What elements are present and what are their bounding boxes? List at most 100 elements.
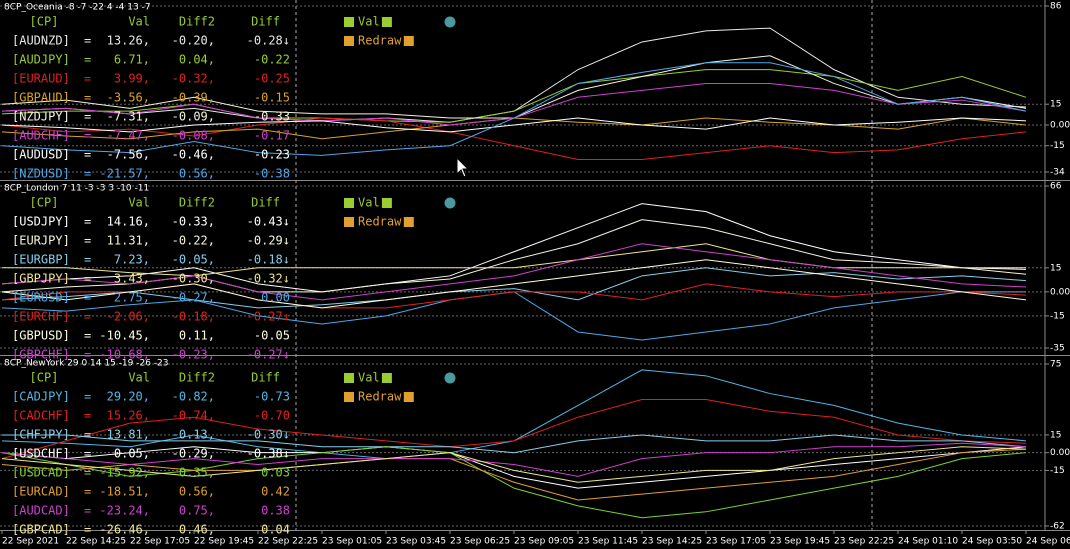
pair-cell: -0.27↓	[247, 348, 290, 362]
series-line	[1, 446, 1027, 489]
pair-cell: 14.16,	[107, 215, 150, 229]
pair-cell: -0.74,	[172, 409, 215, 423]
series-line	[1, 69, 1027, 123]
pair-cell: -0.70	[254, 409, 290, 423]
pair-cell: 0.04,	[179, 53, 215, 67]
button-icon[interactable]	[381, 373, 392, 383]
y-tick-label: -34	[1050, 168, 1065, 178]
pair-name: [AUDJPY]	[12, 53, 70, 67]
pair-name: [GBPJPY]	[12, 272, 70, 286]
column-header: Diff	[251, 15, 280, 29]
pair-cell: -0.23	[254, 148, 290, 162]
pair-cell: 0.46,	[179, 523, 215, 537]
pair-cell: =	[84, 348, 91, 362]
pair-cell: -0.18,	[172, 310, 215, 324]
pair-cell: 13.81,	[107, 428, 150, 442]
pair-name: [EURCHF]	[12, 310, 70, 324]
button-icon[interactable]	[403, 392, 414, 402]
pair-cell: -0.29↓	[247, 234, 290, 248]
column-header: Val	[128, 371, 150, 385]
button-icon[interactable]	[381, 198, 392, 208]
column-header: [CP]	[30, 196, 59, 210]
column-header: Diff	[251, 196, 280, 210]
button-icon[interactable]	[381, 17, 392, 27]
y-tick-label: 75	[1050, 360, 1061, 370]
x-tick-label: 24 Sep 01:10	[898, 537, 958, 547]
button[interactable]: Val	[358, 196, 380, 210]
series-line	[2, 434, 1027, 454]
column-header: Val	[128, 15, 150, 29]
y-tick-label: 0.00	[1050, 287, 1070, 297]
pair-name: [NZDJPY]	[12, 110, 70, 124]
series-line	[1, 446, 1027, 483]
button-icon[interactable]	[344, 198, 354, 208]
series-line	[1, 448, 1027, 501]
pair-name: [AUDNZD]	[12, 34, 70, 48]
pair-cell: -2.06,	[107, 310, 150, 324]
pair-cell: =	[84, 215, 91, 229]
pair-cell: -0.27,	[172, 291, 215, 305]
series-line	[2, 243, 1026, 277]
pair-name: [GBPCAD]	[12, 523, 70, 537]
pair-cell: -0.39,	[172, 91, 215, 105]
pair-cell: =	[84, 428, 91, 442]
button-icon[interactable]	[344, 392, 354, 402]
x-tick-label: 23 Sep 11:45	[578, 537, 638, 547]
toggle-button[interactable]	[444, 372, 456, 384]
pair-cell: -26.46,	[99, 523, 150, 537]
pair-cell: -0.09,	[172, 110, 215, 124]
button-icon[interactable]	[403, 217, 414, 227]
pair-cell: =	[84, 253, 91, 267]
button-icon[interactable]	[403, 36, 414, 46]
pair-cell: -0.18↓	[247, 253, 290, 267]
pair-name: [CADJPY]	[12, 390, 70, 404]
button[interactable]: Redraw	[358, 34, 402, 48]
button-icon[interactable]	[344, 217, 354, 227]
pair-name: [USDJPY]	[12, 215, 70, 229]
pair-cell: 3.99,	[114, 72, 150, 86]
button[interactable]: Val	[358, 371, 380, 385]
pair-cell: 3.43,	[114, 272, 150, 286]
toggle-button[interactable]	[444, 197, 456, 209]
pair-cell: -0.32↓	[247, 272, 290, 286]
series-line	[1, 62, 1027, 156]
pair-cell: 0.42	[261, 485, 290, 499]
pair-name: [EURJPY]	[12, 234, 70, 248]
pair-cell: -21.57,	[99, 167, 150, 181]
pair-cell: 0.38	[261, 504, 290, 518]
y-tick-label: 66	[1050, 182, 1062, 192]
toggle-button[interactable]	[444, 16, 456, 28]
pair-cell: -0.46,	[172, 148, 215, 162]
button-icon[interactable]	[344, 373, 354, 383]
x-tick-label: 22 Sep 14:25	[66, 537, 126, 547]
column-header: Diff	[251, 371, 280, 385]
pair-cell: =	[84, 485, 91, 499]
column-header: Diff2	[179, 196, 215, 210]
series-line	[1, 442, 1027, 477]
pair-name: [USDCHF]	[12, 447, 70, 461]
pair-cell: -0.15	[254, 91, 290, 105]
pair-cell: -18.51,	[99, 485, 150, 499]
button-icon[interactable]	[344, 17, 354, 27]
pair-cell: -10.45,	[99, 329, 150, 343]
pair-cell: 0.03	[261, 466, 290, 480]
x-tick-label: 23 Sep 01:05	[322, 537, 382, 547]
x-tick-label: 23 Sep 03:45	[386, 537, 446, 547]
pair-cell: -0.23,	[172, 348, 215, 362]
y-tick-label: -15	[1050, 466, 1065, 476]
x-tick-label: 23 Sep 06:25	[450, 537, 510, 547]
button[interactable]: Val	[358, 15, 380, 29]
pair-cell: 7.23,	[114, 253, 150, 267]
button[interactable]: Redraw	[358, 215, 402, 229]
pair-cell: =	[84, 234, 91, 248]
pair-cell: -0.33,	[172, 215, 215, 229]
pair-cell: -0.82,	[172, 390, 215, 404]
button-icon[interactable]	[344, 36, 354, 46]
pair-cell: =	[84, 53, 91, 67]
button[interactable]: Redraw	[358, 390, 402, 404]
pair-name: [AUDCAD]	[12, 504, 70, 518]
pair-cell: =	[84, 310, 91, 324]
pair-name: [CADCHF]	[12, 409, 70, 423]
